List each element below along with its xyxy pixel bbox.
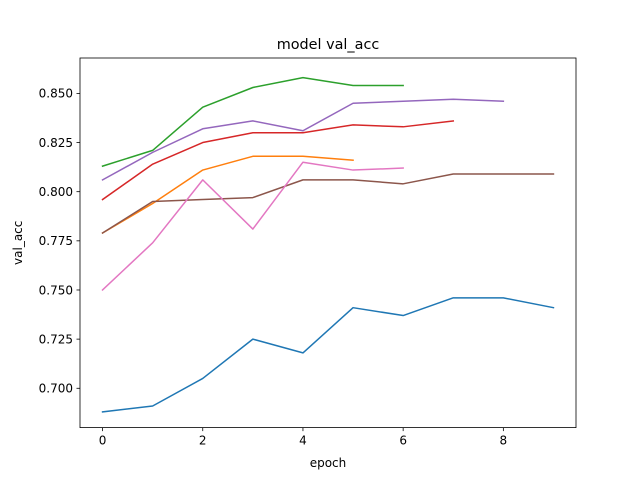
x-axis: 0 2 4 6 8	[99, 427, 508, 448]
y-axis: 0.700 0.725 0.750 0.775 0.800 0.825 0.850	[39, 87, 80, 396]
y-tick-label: 0.800	[39, 185, 73, 199]
x-tick-label: 2	[199, 434, 207, 448]
x-tick-label: 6	[399, 434, 407, 448]
x-tick-label: 8	[500, 434, 508, 448]
plot-frame	[79, 57, 577, 429]
y-tick-label: 0.850	[39, 87, 73, 101]
series-line-3	[101, 76, 404, 168]
y-tick-label: 0.775	[39, 234, 73, 248]
series-line-6	[101, 173, 555, 235]
series-line-1	[101, 297, 555, 413]
y-tick-label: 0.700	[39, 382, 73, 396]
series-layer	[101, 76, 555, 413]
x-tick-label: 4	[299, 434, 307, 448]
y-axis-label: val_acc	[11, 221, 25, 265]
y-tick-label: 0.825	[39, 136, 73, 150]
series-line-7	[101, 161, 404, 292]
y-tick-label: 0.725	[39, 332, 73, 346]
series-line-2	[101, 155, 354, 234]
x-tick-label: 0	[99, 434, 107, 448]
series-line-5	[101, 98, 505, 181]
series-line-4	[101, 120, 455, 201]
x-axis-label: epoch	[310, 456, 347, 470]
chart-title: model val_acc	[277, 37, 380, 53]
y-tick-label: 0.750	[39, 283, 73, 297]
